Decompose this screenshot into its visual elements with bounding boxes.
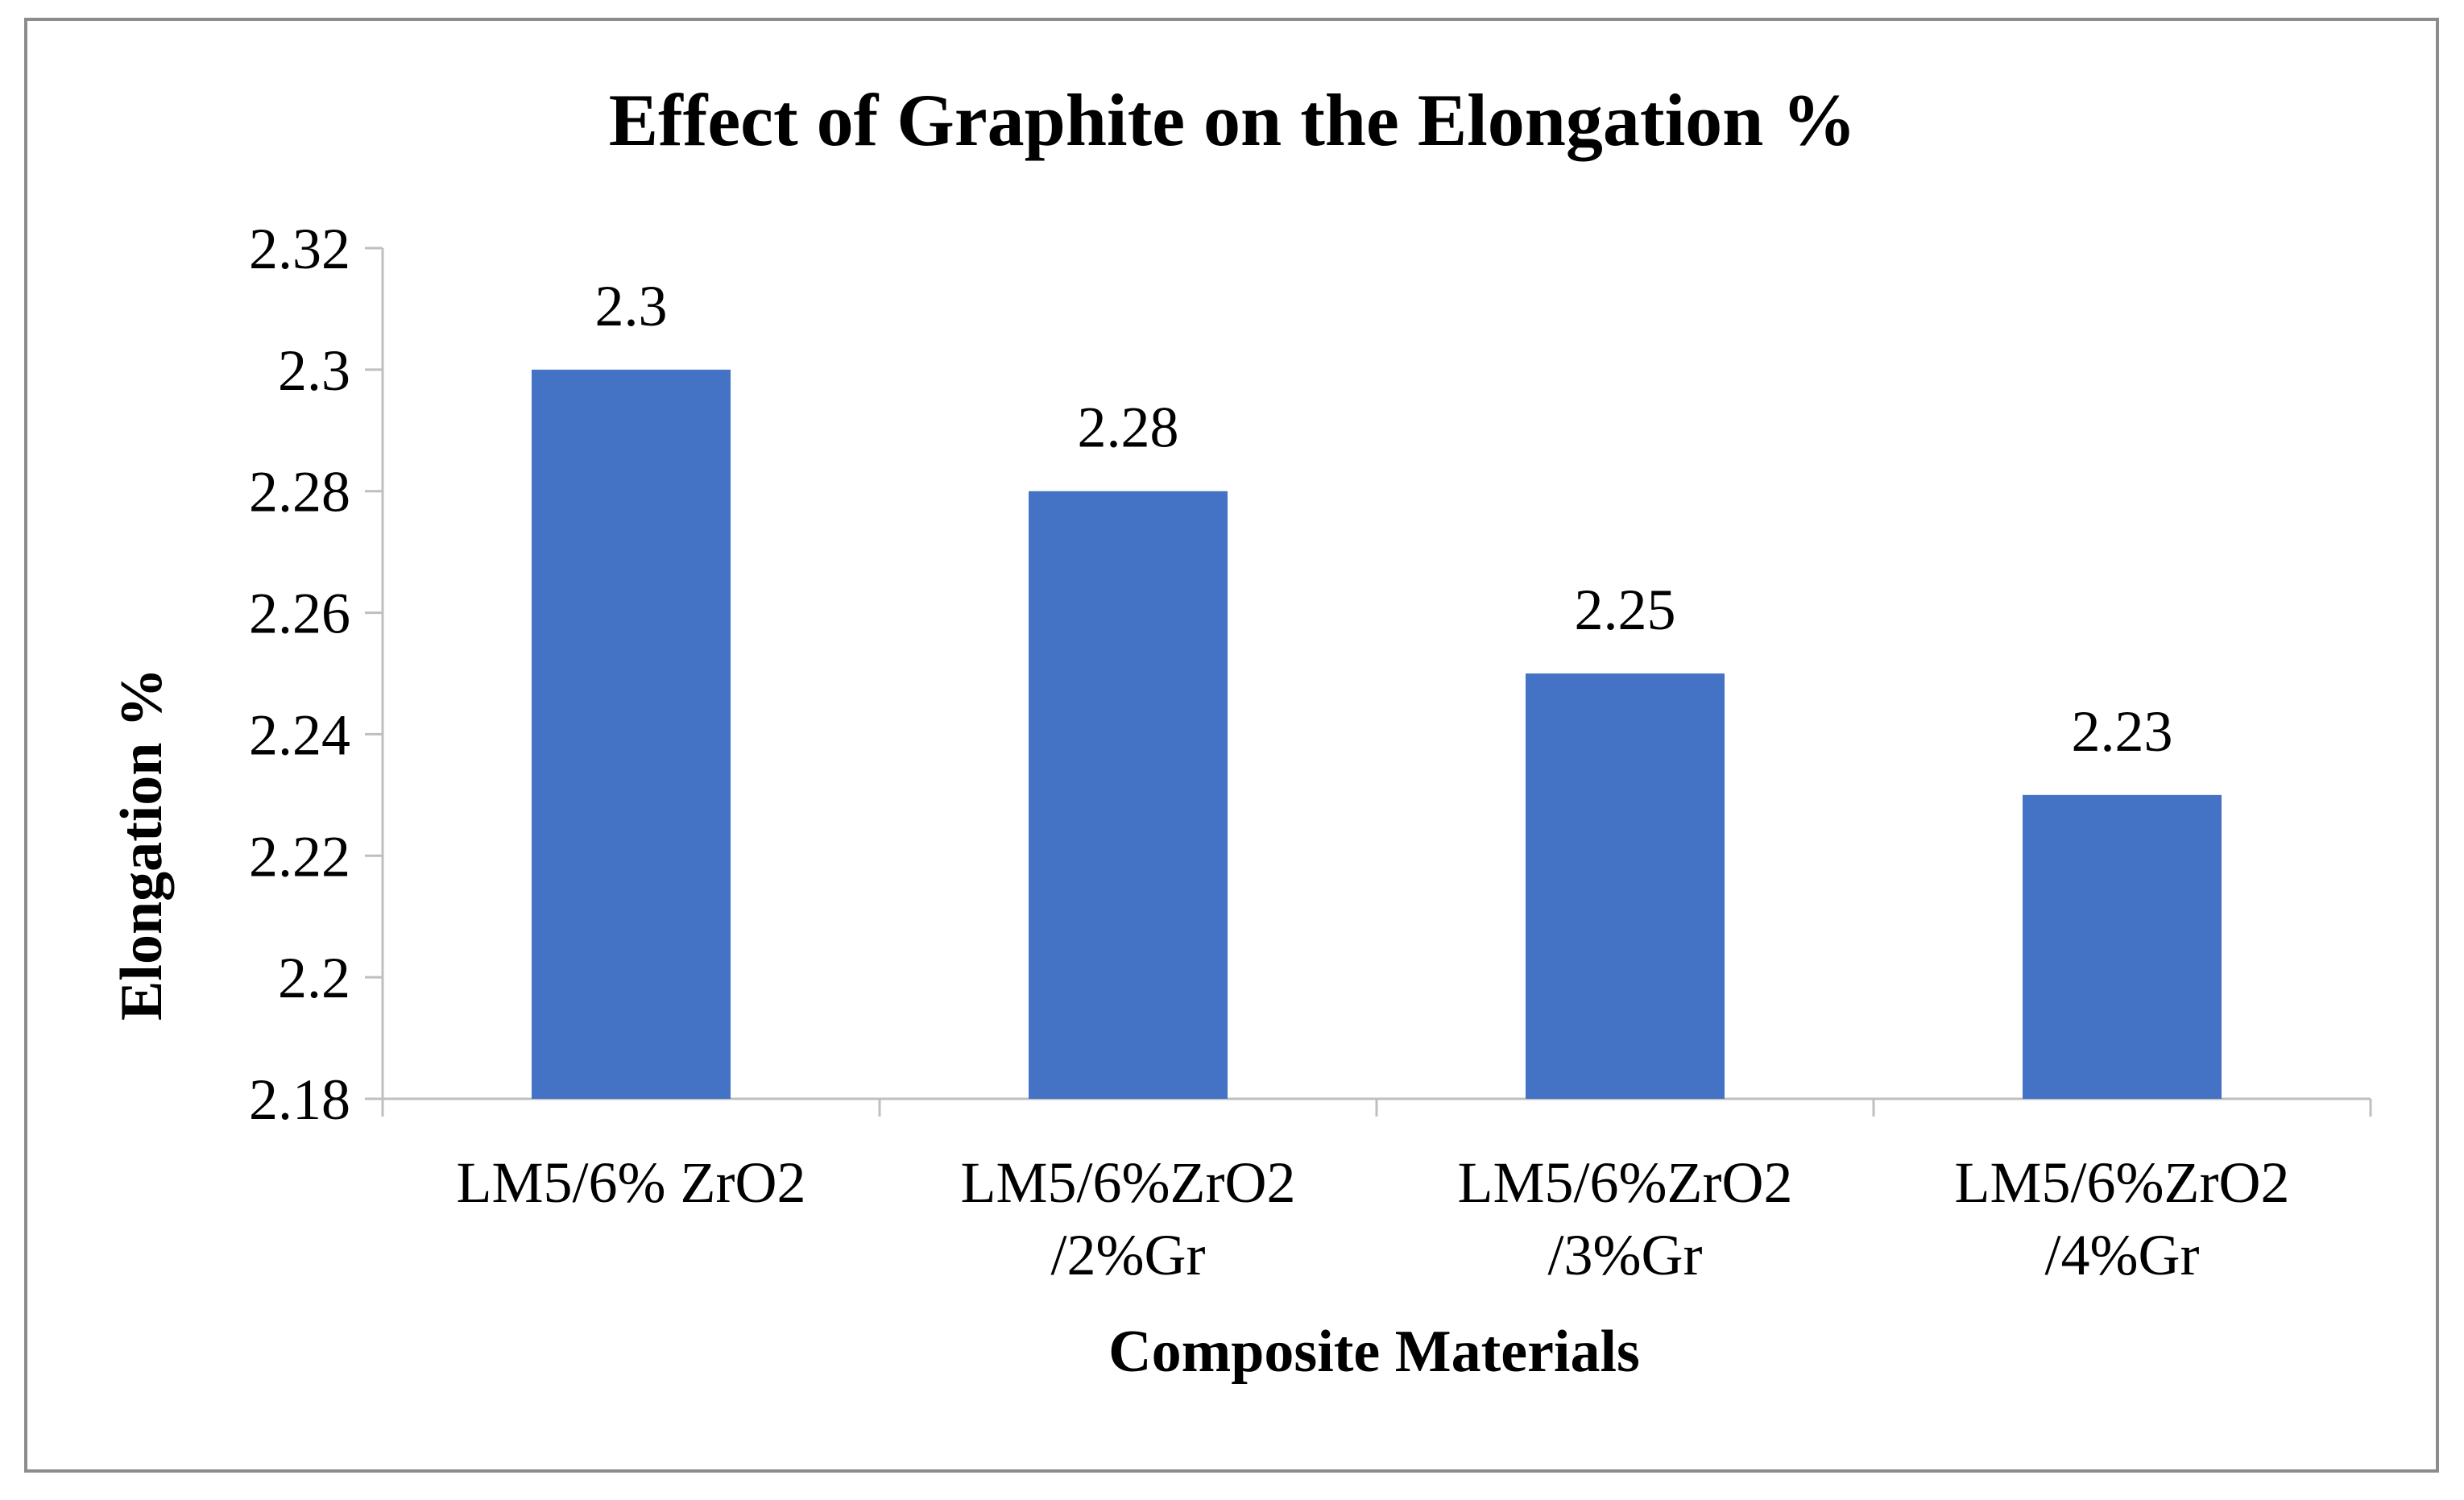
bar-3 <box>1526 673 1725 1099</box>
data-label-2: 2.28 <box>1078 396 1179 460</box>
x-category-label: LM5/6%ZrO2 <box>961 1150 1296 1215</box>
x-category-label: /2%Gr <box>1051 1223 1206 1287</box>
x-category-label: /3%Gr <box>1548 1223 1703 1287</box>
y-tick-label: 2.32 <box>249 217 350 281</box>
chart-frame <box>24 18 2439 1473</box>
data-label-4: 2.23 <box>2072 699 2173 764</box>
bar-4 <box>2023 794 2222 1099</box>
x-category-label: /4%Gr <box>2045 1223 2200 1287</box>
x-category-label: LM5/6%ZrO2 <box>1458 1150 1793 1215</box>
y-tick-label: 2.3 <box>278 338 350 403</box>
x-axis-title: Composite Materials <box>1108 1319 1640 1385</box>
x-category-label: LM5/6% ZrO2 <box>457 1150 806 1215</box>
y-tick-label: 2.22 <box>249 824 350 889</box>
y-tick-label: 2.28 <box>249 460 350 524</box>
y-tick-label: 2.18 <box>249 1067 350 1132</box>
data-label-1: 2.3 <box>595 274 668 338</box>
bar-1 <box>532 369 731 1099</box>
y-tick-label: 2.2 <box>278 946 350 1010</box>
data-label-3: 2.25 <box>1575 578 1676 642</box>
y-tick-label: 2.24 <box>249 702 350 767</box>
x-category-label: LM5/6%ZrO2 <box>1955 1150 2290 1215</box>
y-tick-label: 2.26 <box>249 582 350 646</box>
y-axis-title: Elongation % <box>109 668 175 1021</box>
chart-title: Effect of Graphite on the Elongation % <box>609 79 1857 161</box>
plot-area: 2.18 2.2 2.22 2.24 2.26 2.28 2.3 2.32 2.3 LM5/6% … <box>249 217 2372 1287</box>
bar-2 <box>1029 491 1228 1099</box>
